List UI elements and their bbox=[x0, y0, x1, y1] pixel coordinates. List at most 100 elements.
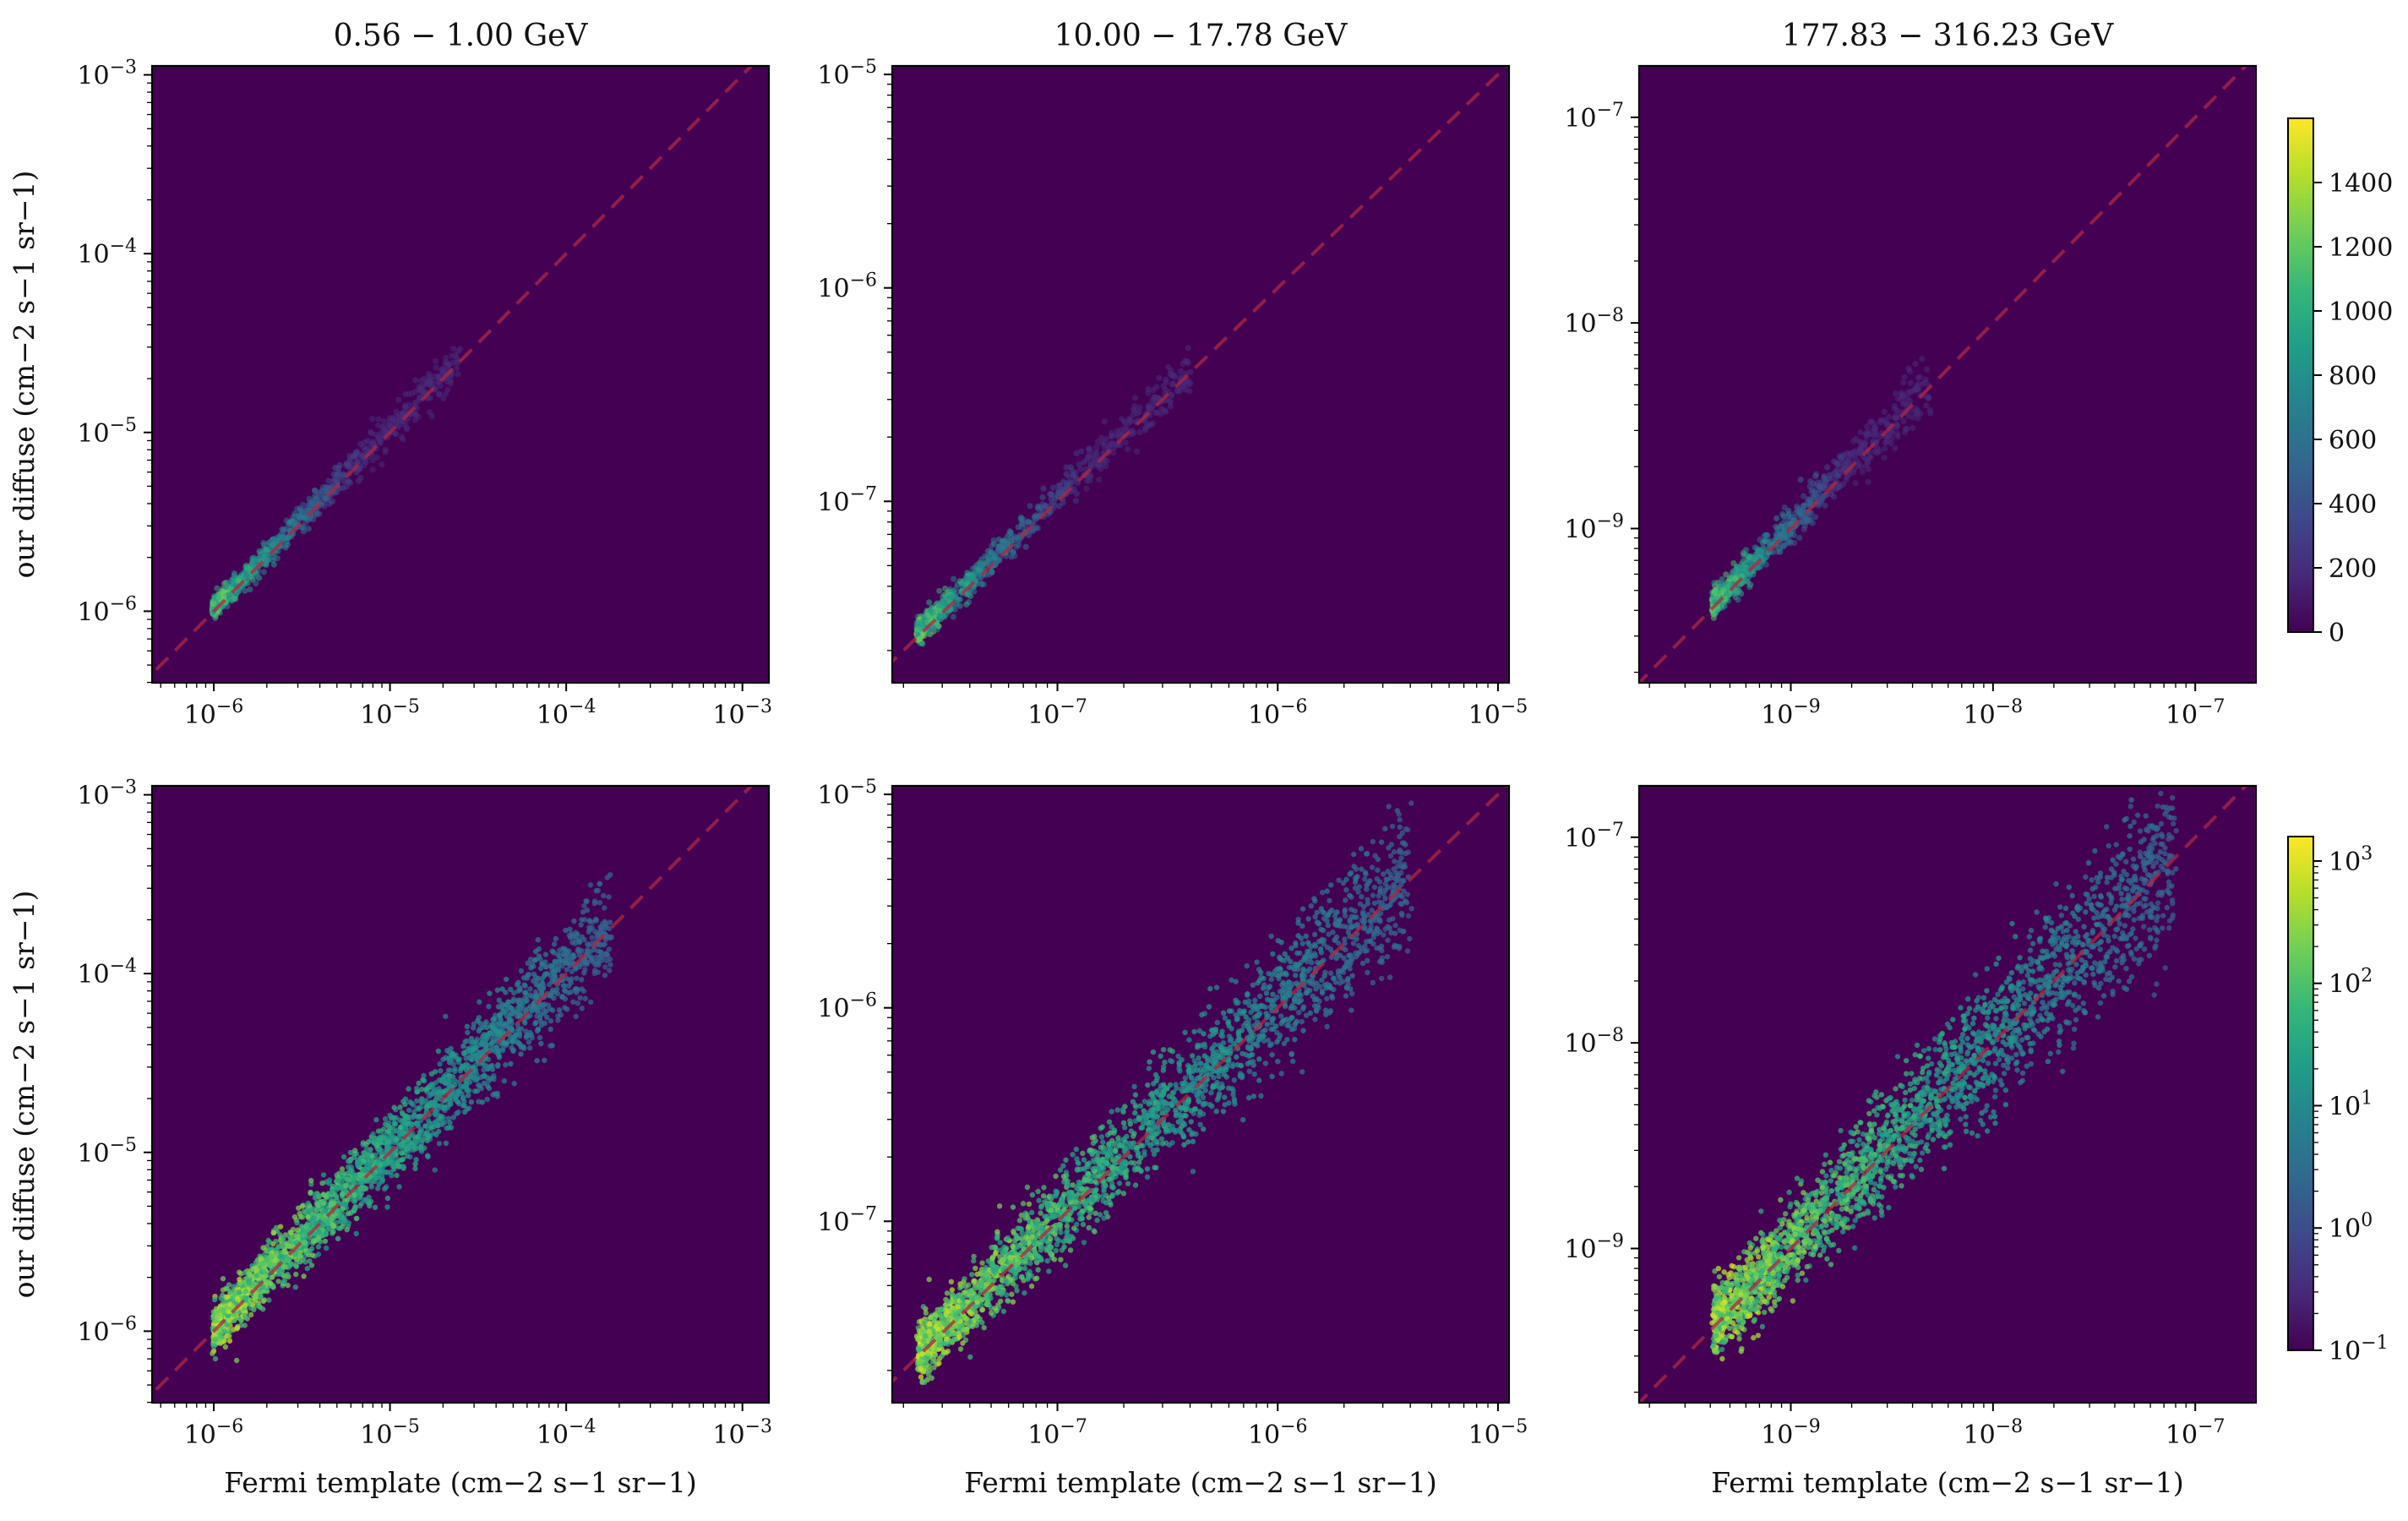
density-point bbox=[1048, 491, 1054, 498]
density-point bbox=[1801, 513, 1807, 520]
density-point bbox=[354, 449, 361, 455]
density-point bbox=[1141, 427, 1148, 433]
density-point bbox=[494, 1063, 501, 1070]
density-point bbox=[1158, 406, 1165, 412]
density-point bbox=[417, 1129, 422, 1135]
density-point bbox=[946, 586, 954, 593]
density-point bbox=[571, 918, 577, 924]
density-point bbox=[456, 1056, 462, 1062]
density-point bbox=[452, 352, 459, 358]
density-point bbox=[395, 1164, 401, 1169]
density-point bbox=[1167, 399, 1174, 406]
density-cloud bbox=[152, 786, 754, 1397]
density-point bbox=[1852, 480, 1859, 487]
density-point bbox=[1864, 423, 1871, 430]
density-point bbox=[977, 560, 983, 568]
density-point bbox=[529, 1035, 535, 1041]
density-point bbox=[1719, 587, 1727, 594]
density-point bbox=[393, 412, 400, 420]
density-point bbox=[350, 1197, 356, 1202]
density-point bbox=[1072, 498, 1079, 504]
density-point bbox=[531, 957, 538, 963]
density-point bbox=[487, 990, 493, 996]
density-point bbox=[1758, 549, 1765, 556]
density-point bbox=[490, 1027, 496, 1033]
density-point bbox=[339, 472, 346, 479]
density-point bbox=[1118, 416, 1125, 422]
density-point bbox=[404, 426, 411, 433]
density-point bbox=[1007, 529, 1014, 536]
density-point bbox=[412, 1165, 418, 1172]
density-point bbox=[399, 1157, 405, 1164]
density-point bbox=[523, 989, 529, 995]
density-point bbox=[242, 573, 249, 580]
density-point bbox=[414, 1098, 420, 1104]
density-point bbox=[458, 1083, 464, 1089]
density-point bbox=[270, 1274, 275, 1280]
density-point bbox=[1094, 439, 1102, 445]
y-tick-label: 10−7 bbox=[817, 483, 877, 517]
density-point bbox=[1039, 493, 1046, 501]
density-point bbox=[527, 1045, 533, 1051]
density-point bbox=[1838, 455, 1844, 461]
density-point bbox=[496, 997, 502, 1004]
density-point bbox=[508, 1060, 514, 1067]
density-point bbox=[1741, 552, 1747, 559]
density-point bbox=[346, 1220, 351, 1226]
density-point bbox=[218, 588, 225, 595]
density-point bbox=[367, 1202, 373, 1209]
density-point bbox=[1156, 374, 1163, 381]
density-point bbox=[464, 1106, 471, 1112]
x-tick-label: 10−4 bbox=[537, 696, 597, 730]
density-point bbox=[569, 934, 575, 940]
density-point bbox=[319, 484, 327, 491]
density-point bbox=[1078, 448, 1085, 455]
density-point bbox=[398, 1124, 404, 1131]
density-point bbox=[343, 483, 350, 490]
density-point bbox=[1086, 448, 1092, 455]
density-point bbox=[260, 540, 267, 547]
density-point bbox=[369, 466, 376, 473]
density-point bbox=[1845, 456, 1852, 463]
density-point bbox=[1871, 432, 1877, 439]
density-point bbox=[572, 965, 579, 971]
density-point bbox=[990, 537, 997, 544]
density-point bbox=[223, 584, 230, 591]
density-point bbox=[486, 1004, 492, 1010]
density-point bbox=[253, 1259, 259, 1266]
density-point bbox=[511, 1081, 517, 1087]
density-point bbox=[248, 561, 256, 568]
density-point bbox=[521, 975, 527, 981]
density-point bbox=[542, 951, 549, 957]
density-point bbox=[1122, 439, 1129, 446]
density-point bbox=[319, 1180, 325, 1186]
density-point bbox=[1169, 381, 1175, 388]
axes-frame bbox=[150, 64, 771, 684]
density-point bbox=[1818, 497, 1825, 504]
density-point bbox=[308, 1189, 313, 1196]
x-tick-label: 10−3 bbox=[712, 696, 772, 730]
density-point bbox=[432, 1167, 438, 1173]
density-point bbox=[222, 1344, 228, 1350]
density-point bbox=[340, 1170, 346, 1176]
density-point bbox=[431, 1124, 437, 1130]
density-point bbox=[1762, 545, 1768, 552]
density-point bbox=[474, 1036, 480, 1043]
density-point bbox=[1915, 415, 1921, 422]
density-point bbox=[425, 381, 433, 388]
density-point bbox=[489, 1040, 495, 1046]
density-point bbox=[1785, 507, 1792, 515]
density-point bbox=[1791, 510, 1798, 517]
density-point bbox=[1762, 561, 1769, 568]
density-point bbox=[396, 1184, 402, 1190]
density-point bbox=[1145, 385, 1152, 393]
density-point bbox=[1816, 483, 1822, 490]
density-point bbox=[448, 1101, 454, 1108]
density-point bbox=[982, 553, 989, 560]
density-point bbox=[575, 1000, 580, 1006]
density-point bbox=[439, 367, 445, 373]
density-point bbox=[422, 1123, 428, 1129]
density-point bbox=[552, 958, 558, 965]
density-point bbox=[501, 1078, 507, 1084]
density-point bbox=[370, 1158, 376, 1165]
